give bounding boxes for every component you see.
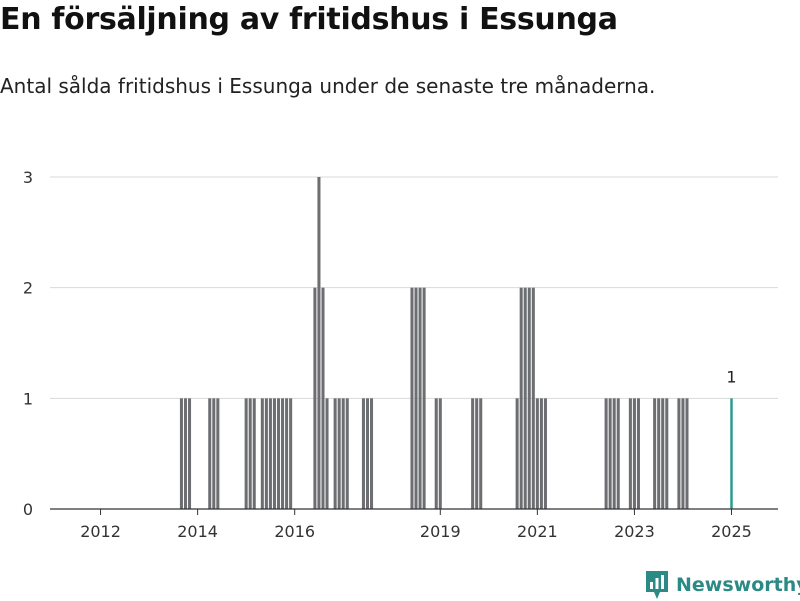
bar	[604, 398, 608, 509]
bar	[216, 398, 220, 509]
bar	[321, 287, 325, 509]
bar	[317, 177, 321, 509]
bar	[636, 398, 640, 509]
chart-data-labels: 1	[726, 367, 736, 386]
bar	[208, 398, 212, 509]
bar	[685, 398, 689, 509]
bar	[333, 398, 337, 509]
bar	[422, 287, 426, 509]
x-tick-label: 2019	[420, 522, 461, 541]
newsworthy-icon	[646, 571, 668, 599]
x-tick-label: 2025	[711, 522, 752, 541]
bar	[438, 398, 442, 509]
bar	[612, 398, 616, 509]
brand-name: Newsworthy	[676, 574, 800, 596]
bar	[260, 398, 264, 509]
bar	[543, 398, 547, 509]
bar	[657, 398, 661, 509]
bar	[519, 287, 523, 509]
bar	[276, 398, 281, 509]
bar	[248, 398, 252, 509]
bar	[471, 398, 475, 509]
bar	[653, 398, 657, 509]
x-tick-label: 2023	[614, 522, 655, 541]
page-subtitle: Antal sålda fritidshus i Essunga under d…	[0, 74, 656, 98]
bar	[527, 287, 531, 509]
bar	[730, 398, 733, 509]
chart-gridlines	[50, 176, 778, 399]
bar	[616, 398, 620, 509]
x-tick-label: 2012	[80, 522, 121, 541]
bar	[410, 287, 414, 509]
bar	[665, 398, 669, 509]
bar	[535, 398, 539, 509]
y-tick-label: 1	[23, 389, 33, 408]
chart-axes: 0 1 2 3 2012 2014 2016 2019 2021 2023 2025	[23, 168, 778, 541]
bar	[285, 398, 289, 509]
chart-bars	[179, 177, 733, 509]
bar	[244, 398, 248, 509]
bar	[272, 398, 276, 509]
bar	[628, 398, 632, 509]
y-tick-label: 0	[23, 500, 33, 519]
bar-value-label: 1	[726, 367, 736, 386]
bar	[539, 398, 543, 509]
bar	[632, 398, 636, 509]
bar	[281, 398, 285, 509]
bar	[361, 398, 365, 509]
x-tick-label: 2021	[517, 522, 558, 541]
x-tick-label: 2016	[274, 522, 315, 541]
bar	[252, 398, 256, 509]
bar	[608, 398, 612, 509]
bar	[681, 398, 685, 509]
bar	[414, 287, 418, 509]
x-tick-label: 2014	[177, 522, 218, 541]
bar	[264, 398, 268, 509]
bar	[677, 398, 681, 509]
bar	[212, 398, 216, 509]
bar	[523, 287, 527, 509]
bar	[179, 398, 183, 509]
bar	[313, 287, 317, 509]
bar	[183, 398, 188, 509]
bar	[341, 398, 345, 509]
bar	[418, 287, 422, 509]
bar	[515, 398, 519, 509]
bar	[188, 398, 192, 509]
bar	[365, 398, 370, 509]
bar	[370, 398, 374, 509]
bar	[268, 398, 272, 509]
y-tick-label: 2	[23, 279, 33, 298]
bar	[289, 398, 293, 509]
bar	[434, 398, 438, 509]
y-tick-label: 3	[23, 168, 33, 187]
bar	[531, 287, 535, 509]
page-title: En försäljning av fritidshus i Essunga	[0, 2, 618, 37]
bar	[475, 398, 479, 509]
bar	[337, 398, 341, 509]
bar	[479, 398, 483, 509]
brand-logo: Newsworthy	[644, 569, 800, 601]
bar	[345, 398, 349, 509]
bar	[325, 398, 329, 509]
bar	[661, 398, 665, 509]
